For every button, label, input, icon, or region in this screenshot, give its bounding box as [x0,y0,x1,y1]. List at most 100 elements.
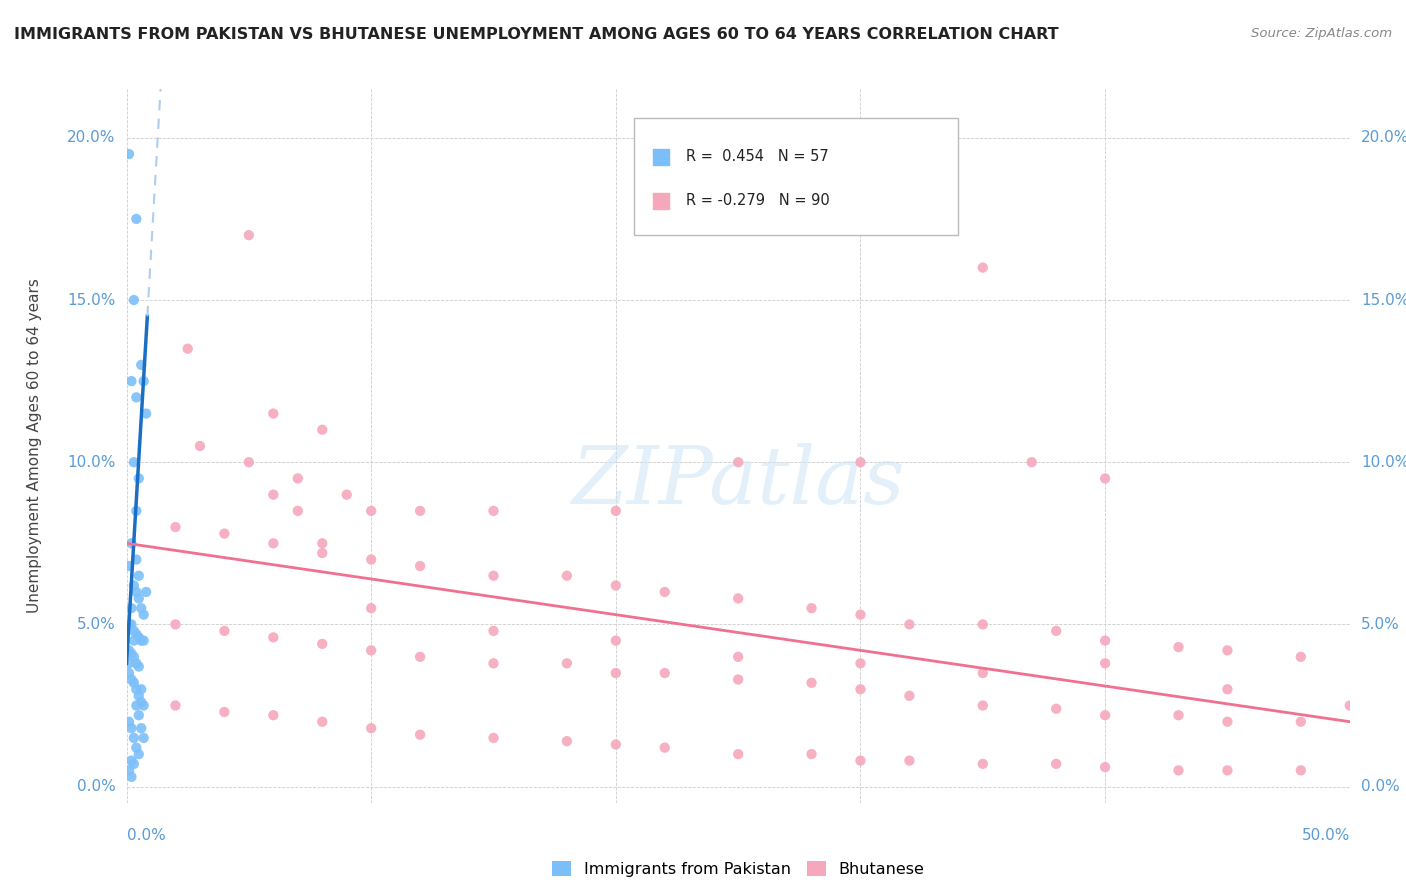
Point [360,552,382,566]
Point [555,657,578,671]
Point [409,504,432,518]
Point [360,504,382,518]
Point [654,585,676,599]
Point [1216,764,1239,778]
Point [118,559,141,574]
Point [120,770,142,784]
Text: ZIPatlas: ZIPatlas [571,443,905,520]
Point [214,705,236,719]
Point [135,585,157,599]
Point [482,504,505,518]
Point [1094,471,1116,485]
Point [555,734,578,748]
Point [849,682,872,697]
Text: R =  0.454   N = 57: R = 0.454 N = 57 [686,149,828,164]
Point [1094,657,1116,671]
Point [1021,455,1043,469]
Point [849,607,872,622]
Point [128,689,150,703]
Text: 20.0%: 20.0% [67,130,115,145]
Point [120,536,142,550]
Point [135,407,157,421]
Point [177,342,200,356]
Point [360,721,382,735]
Text: Unemployment Among Ages 60 to 64 years: Unemployment Among Ages 60 to 64 years [27,278,42,614]
Point [262,631,284,645]
Point [132,731,155,745]
Point [262,536,284,550]
Point [482,657,505,671]
Point [125,740,148,755]
Point [128,708,150,723]
Point [118,714,141,729]
Point [122,633,145,648]
Point [605,633,627,648]
Point [122,649,145,664]
Text: 0.0%: 0.0% [1361,779,1399,794]
Point [165,617,187,632]
Point [120,374,142,388]
Point [287,471,309,485]
Point [125,657,148,671]
Point [132,698,155,713]
Point [482,568,505,582]
Point [129,358,152,372]
Point [605,666,627,681]
Point [409,559,432,574]
Point [311,546,333,560]
Point [849,455,872,469]
Point [727,455,749,469]
Point [849,657,872,671]
Point [128,471,150,485]
Point [262,708,284,723]
Text: 5.0%: 5.0% [77,617,115,632]
Text: 50.0%: 50.0% [1302,828,1350,843]
Point [898,689,921,703]
Point [122,578,145,592]
Point [1289,649,1312,664]
Point [605,738,627,752]
Point [727,747,749,761]
Point [972,756,994,771]
Point [125,627,148,641]
Point [555,568,578,582]
Point [849,754,872,768]
FancyBboxPatch shape [634,118,959,235]
Point [800,675,823,690]
Point [118,147,141,161]
Point [120,601,142,615]
Point [188,439,211,453]
Point [360,643,382,657]
Point [262,488,284,502]
Point [311,637,333,651]
Point [214,624,236,638]
Point [128,659,150,673]
Point [727,591,749,606]
Point [1094,760,1116,774]
Point [129,695,152,709]
Point [1216,682,1239,697]
Point [409,649,432,664]
Text: 0.0%: 0.0% [77,779,115,794]
Point [1045,702,1067,716]
Point [972,617,994,632]
Text: 5.0%: 5.0% [1361,617,1399,632]
Point [120,721,142,735]
Point [898,617,921,632]
Point [898,754,921,768]
Point [125,552,148,566]
Point [125,698,148,713]
Point [1289,764,1312,778]
Text: 0.0%: 0.0% [127,828,166,843]
Point [1216,714,1239,729]
Text: R = -0.279   N = 90: R = -0.279 N = 90 [686,194,830,209]
Point [238,455,260,469]
Point [287,504,309,518]
Point [727,673,749,687]
Text: 10.0%: 10.0% [1361,455,1406,470]
Point [1339,698,1361,713]
Point [125,390,148,404]
Point [409,728,432,742]
Point [972,666,994,681]
Point [118,764,141,778]
